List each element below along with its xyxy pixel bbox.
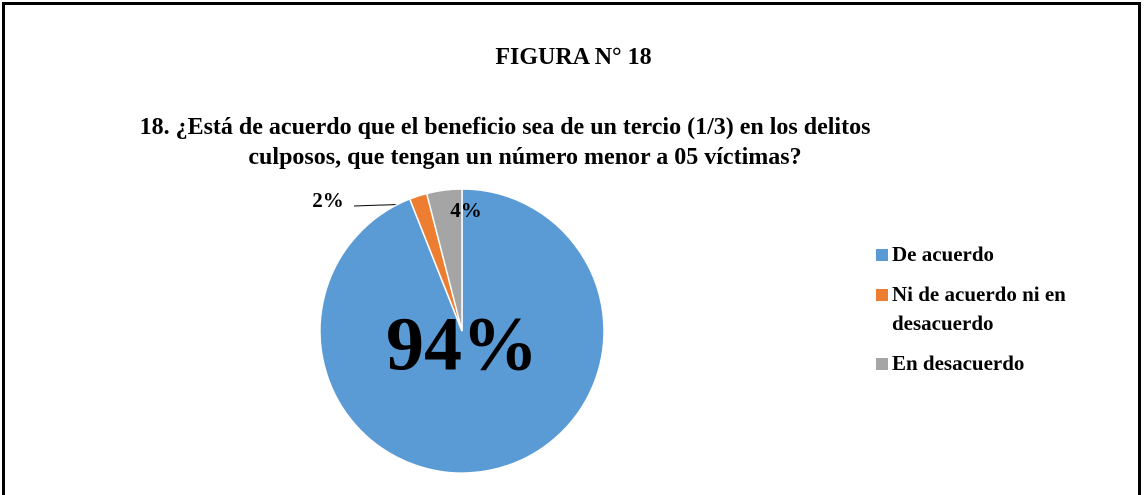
- legend-item: En desacuerdo: [876, 349, 1116, 378]
- legend-item: De acuerdo: [876, 240, 1116, 269]
- legend-swatch: [876, 289, 888, 301]
- legend-label: Ni de acuerdo ni en desacuerdo: [892, 282, 1066, 335]
- data-label: 2%: [312, 188, 344, 212]
- legend-swatch: [876, 358, 888, 370]
- legend-item: Ni de acuerdo ni en desacuerdo: [876, 280, 1116, 338]
- chart-subtitle: 18. ¿Está de acuerdo que el beneficio se…: [139, 114, 871, 170]
- data-label: 4%: [450, 198, 482, 222]
- legend: De acuerdo Ni de acuerdo ni en desacuerdo…: [876, 240, 1116, 389]
- legend-label: En desacuerdo: [892, 351, 1025, 375]
- pie-slice: [425, 188, 463, 332]
- data-label: 94%: [386, 302, 538, 386]
- legend-label: De acuerdo: [892, 242, 995, 266]
- legend-swatch: [876, 249, 888, 261]
- chart-title: FIGURA N° 18: [495, 44, 652, 70]
